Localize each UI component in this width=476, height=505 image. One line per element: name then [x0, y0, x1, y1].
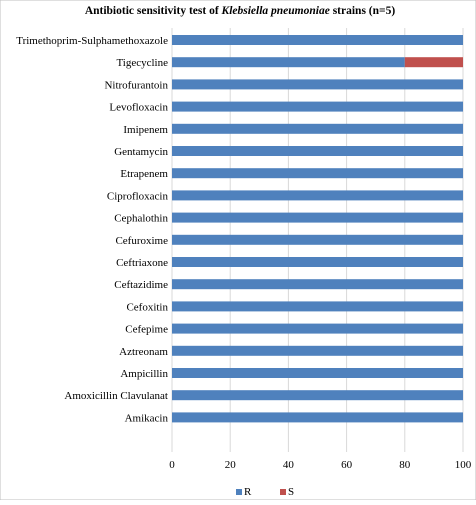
bar-R-17: [172, 412, 463, 423]
category-label-17: Amikacin: [125, 412, 169, 424]
x-tick-0: 0: [169, 459, 175, 471]
category-label-6: Etrapenem: [120, 168, 168, 180]
legend-swatch-S: [280, 489, 286, 495]
category-label-2: Nitrofurantoin: [104, 79, 168, 91]
category-label-3: Levofloxacin: [109, 102, 168, 114]
x-tick-20: 20: [225, 459, 237, 471]
bar-R-2: [172, 79, 463, 90]
bar-R-6: [172, 168, 463, 179]
category-label-11: Ceftazidime: [114, 279, 168, 291]
x-tick-60: 60: [341, 459, 353, 471]
bar-R-9: [172, 234, 463, 245]
x-tick-40: 40: [283, 459, 295, 471]
bar-R-7: [172, 190, 463, 201]
category-label-4: Imipenem: [123, 124, 168, 136]
bar-S-1: [404, 57, 463, 68]
bar-R-5: [172, 146, 463, 156]
category-label-9: Cefuroxime: [115, 235, 168, 247]
bar-R-4: [172, 123, 463, 134]
category-label-8: Cephalothin: [114, 213, 168, 225]
legend-label-R: R: [244, 486, 252, 498]
legend-label-S: S: [288, 486, 294, 498]
category-label-0: Trimethoprim-Sulphamethoxazole: [16, 35, 168, 47]
category-label-16: Amoxicillin Clavulanat: [64, 390, 168, 402]
category-label-5: Gentamycin: [114, 146, 168, 158]
legend-swatch-R: [236, 489, 242, 495]
chart-title: Antibiotic sensitivity test of Klebsiell…: [85, 5, 396, 17]
chart-title-prefix: Antibiotic sensitivity test of: [85, 5, 222, 17]
category-labels: Trimethoprim-Sulphamethoxazole Tigecyclin…: [16, 35, 168, 424]
category-label-10: Ceftriaxone: [116, 257, 168, 269]
bar-R-0: [172, 35, 463, 45]
bar-R-16: [172, 390, 463, 401]
bar-R-11: [172, 279, 463, 290]
category-label-7: Ciprofloxacin: [107, 190, 169, 202]
bars: [172, 35, 463, 423]
bar-R-12: [172, 301, 463, 312]
bar-R-1: [172, 57, 405, 68]
x-tick-labels: 0 20 40 60 80 100: [169, 459, 472, 471]
category-label-12: Cefoxitin: [126, 301, 168, 313]
category-label-1: Tigecycline: [116, 57, 168, 69]
bar-R-10: [172, 257, 463, 267]
bar-R-15: [172, 368, 463, 378]
bar-R-14: [172, 345, 463, 356]
category-label-13: Cefepime: [125, 324, 168, 336]
bar-R-13: [172, 323, 463, 334]
x-tick-100: 100: [455, 459, 472, 471]
category-label-15: Ampicillin: [120, 368, 168, 380]
chart-title-suffix: strains (n=5): [330, 5, 396, 17]
bar-R-3: [172, 101, 463, 112]
chart-title-italic: Klebsiella pneumoniae: [221, 5, 330, 17]
x-tick-80: 80: [399, 459, 411, 471]
bar-R-8: [172, 212, 463, 223]
category-label-14: Aztreonam: [119, 346, 168, 358]
